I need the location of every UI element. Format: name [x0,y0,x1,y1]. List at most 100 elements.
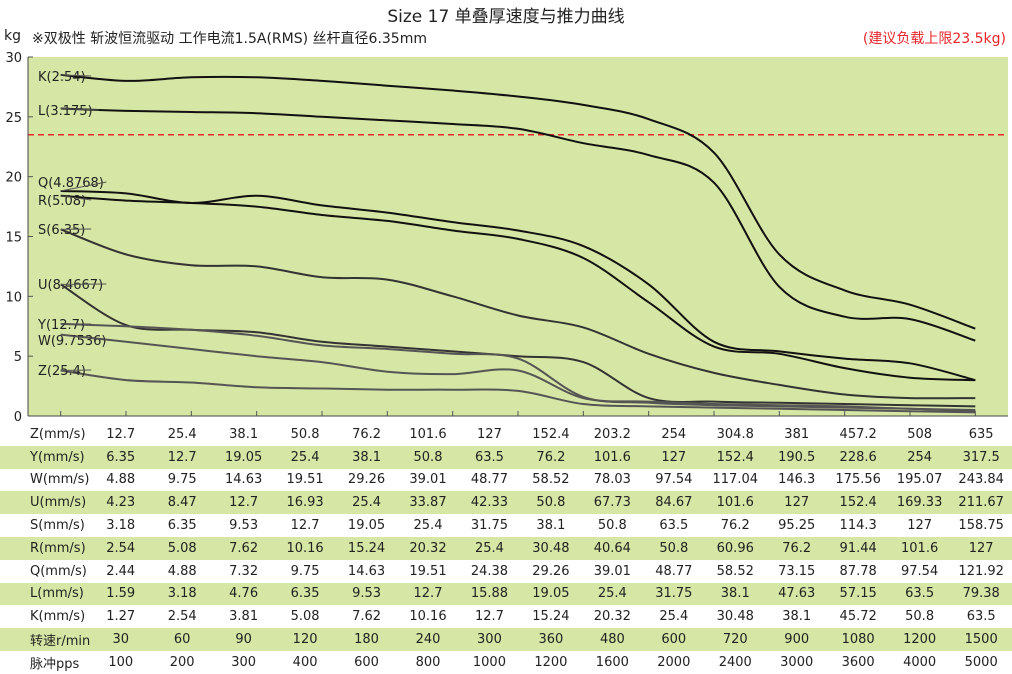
table-cell: 31.75 [643,583,704,606]
table-cell: 240 [397,628,458,651]
table-cell: 50.8 [520,491,581,514]
table-cell: 42.33 [459,491,520,514]
table-cell: 78.03 [582,469,643,492]
table-cell: 720 [705,628,766,651]
table-cell: 3.18 [90,514,151,537]
table-cell: 25.4 [274,446,335,469]
table-cell: 1.59 [90,583,151,606]
table-cell: 9.53 [213,514,274,537]
table-cell: 12.7 [90,423,151,446]
row-label: R(mm/s) [0,537,90,560]
table-cell: 25.4 [582,583,643,606]
table-cell: 47.63 [766,583,827,606]
table-cell: 60 [151,628,212,651]
table-cell: 228.6 [827,446,888,469]
row-label: U(mm/s) [0,491,90,514]
table-cell: 127 [889,514,950,537]
table-cell: 158.75 [950,514,1012,537]
row-label: L(mm/s) [0,583,90,606]
table-cell: 117.04 [705,469,766,492]
table-cell: 600 [336,651,397,674]
table-cell: 175.56 [827,469,888,492]
table-cell: 19.05 [213,446,274,469]
table-cell: 12.7 [274,514,335,537]
table-cell: 600 [643,628,704,651]
table-cell: 4.23 [90,491,151,514]
row-label: 转速r/min [0,628,90,651]
table-cell: 2.44 [90,560,151,583]
table-cell: 25.4 [459,537,520,560]
table-cell: 180 [336,628,397,651]
table-cell: 254 [889,446,950,469]
row-label: S(mm/s) [0,514,90,537]
table-cell: 1500 [950,628,1012,651]
table-cell: 19.05 [336,514,397,537]
table-cell: 63.5 [459,446,520,469]
table-cell: 203.2 [582,423,643,446]
table-cell: 4.88 [90,469,151,492]
table-cell: 48.77 [643,560,704,583]
row-label: K(mm/s) [0,605,90,628]
table-cell: 6.35 [274,583,335,606]
table-cell: 190.5 [766,446,827,469]
row-label: Y(mm/s) [0,446,90,469]
table-cell: 4000 [889,651,950,674]
table-cell: 25.4 [397,514,458,537]
table-cell: 7.32 [213,560,274,583]
table-cell: 63.5 [643,514,704,537]
table-cell: 4.88 [151,560,212,583]
table-cell: 90 [213,628,274,651]
series-label-z-25-4: Z(25.4) [38,364,86,379]
table-cell: 300 [459,628,520,651]
table-cell: 5.08 [274,605,335,628]
table-cell: 5000 [950,651,1012,674]
table-cell: 19.51 [397,560,458,583]
table-cell: 508 [889,423,950,446]
table-cell: 6.35 [151,514,212,537]
table-cell: 58.52 [705,560,766,583]
table-cell: 2400 [705,651,766,674]
series-label-k-2-54: K(2.54) [38,70,86,85]
table-cell: 16.93 [274,491,335,514]
table-cell: 127 [459,423,520,446]
table-cell: 12.7 [459,605,520,628]
series-label-u-8-4667: U(8.4667) [38,278,103,293]
table-cell: 30.48 [705,605,766,628]
table-cell: 60.96 [705,537,766,560]
table-cell: 45.72 [827,605,888,628]
table-cell: 48.77 [459,469,520,492]
table-cell: 76.2 [766,537,827,560]
table-cell: 76.2 [705,514,766,537]
table-cell: 101.6 [397,423,458,446]
table-cell: 3000 [766,651,827,674]
table-cell: 121.92 [950,560,1012,583]
thrust-speed-chart: 051015202530K(2.54)L(3.175)Q(4.8768)R(5.… [0,0,1012,425]
table-cell: 101.6 [582,446,643,469]
table-cell: 50.8 [397,446,458,469]
table-cell: 50.8 [582,514,643,537]
table-cell: 5.08 [151,537,212,560]
table-cell: 10.16 [274,537,335,560]
table-cell: 1000 [459,651,520,674]
table-cell: 635 [950,423,1012,446]
table-cell: 100 [90,651,151,674]
table-cell: 127 [766,491,827,514]
table-cell: 254 [643,423,704,446]
table-cell: 9.75 [151,469,212,492]
row-label: Q(mm/s) [0,560,90,583]
table-cell: 58.52 [520,469,581,492]
table-cell: 101.6 [889,537,950,560]
y-tick-label: 25 [5,111,22,126]
table-cell: 304.8 [705,423,766,446]
table-cell: 84.67 [643,491,704,514]
table-cell: 4.76 [213,583,274,606]
table-cell: 3.81 [213,605,274,628]
table-cell: 200 [151,651,212,674]
table-cell: 63.5 [889,583,950,606]
table-cell: 360 [520,628,581,651]
table-cell: 50.8 [274,423,335,446]
